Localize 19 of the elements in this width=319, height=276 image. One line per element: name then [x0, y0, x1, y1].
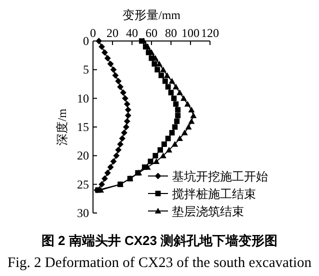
- legend-label: 基坑开挖施工开始: [172, 170, 268, 184]
- y-tick-label: 25: [77, 177, 89, 192]
- x-tick-label: 120: [201, 26, 219, 40]
- text: Fig. 2 Deformation of CX23 of the south excavation: [7, 255, 312, 271]
- x-tick-label: 80: [165, 26, 177, 40]
- x-axis-title: 变形量/mm: [122, 8, 182, 22]
- y-tick-label: 20: [77, 148, 89, 163]
- legend-label: 搅拌桩施工结束: [172, 187, 256, 201]
- y-tick-label: 10: [77, 91, 89, 106]
- text: 图 2 南端头井 CX23 测斜孔地下墙变形图: [41, 233, 278, 248]
- x-tick-label: 60: [146, 26, 158, 40]
- x-tick-label: 40: [126, 26, 138, 40]
- y-tick-label: 30: [77, 206, 89, 220]
- y-tick-label: 15: [77, 120, 89, 134]
- legend-label: 垫层浇筑结束: [172, 204, 244, 218]
- y-axis-title: 深度/m: [55, 108, 69, 146]
- x-tick-label: 20: [106, 26, 118, 40]
- x-tick-label: 100: [182, 26, 200, 40]
- y-tick-label: 5: [83, 62, 89, 77]
